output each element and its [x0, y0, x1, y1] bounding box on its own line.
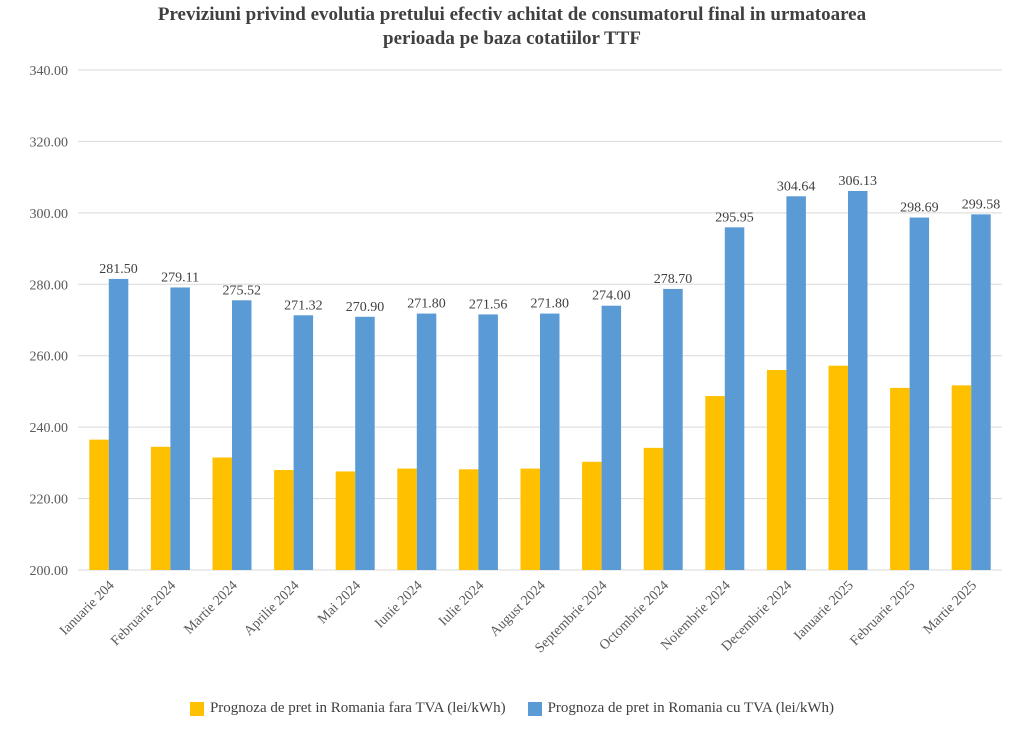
bar-fara-tva	[89, 439, 109, 570]
bar-cu-tva	[416, 313, 437, 570]
data-label: 271.32	[284, 298, 323, 313]
legend-swatch-cu-tva	[527, 701, 542, 716]
data-label: 281.50	[99, 262, 138, 277]
data-label: 306.13	[839, 174, 878, 189]
data-label: 295.95	[715, 210, 754, 225]
legend-item-cu-tva: Prognoza de pret in Romania cu TVA (lei/…	[527, 700, 835, 717]
bar-fara-tva	[828, 365, 848, 570]
x-tick-label: Ianuarie 2025	[792, 578, 857, 643]
y-tick-label: 320.00	[30, 135, 69, 150]
bar-fara-tva	[520, 468, 540, 570]
y-tick-label: 340.00	[30, 64, 69, 79]
x-tick-label: Ianuarie 204	[57, 578, 117, 638]
y-tick-label: 300.00	[30, 207, 69, 222]
y-tick-label: 240.00	[30, 421, 69, 436]
legend-swatch-fara-tva	[189, 701, 204, 716]
bar-fara-tva	[643, 447, 664, 570]
bar-cu-tva	[108, 278, 129, 570]
bar-cu-tva	[601, 305, 622, 570]
y-tick-label: 220.00	[30, 493, 69, 508]
bar-fara-tva	[951, 385, 972, 570]
x-tick-label: Aprilie 2024	[242, 578, 303, 639]
bar-fara-tva	[458, 469, 479, 570]
x-tick-label: Iunie 2024	[372, 578, 425, 631]
data-label: 299.58	[962, 197, 1001, 212]
data-label: 274.00	[592, 289, 631, 304]
data-label: 271.80	[407, 297, 446, 312]
bar-fara-tva	[335, 471, 356, 570]
x-tick-label: August 2024	[487, 578, 548, 639]
x-tick-label: Februarie 2025	[848, 578, 919, 649]
bar-cu-tva	[724, 227, 745, 571]
data-label: 279.11	[161, 270, 199, 285]
y-tick-label: 200.00	[30, 564, 69, 579]
x-tick-label: Martie 2025	[921, 578, 980, 637]
y-tick-label: 260.00	[30, 350, 69, 365]
bar-fara-tva	[766, 370, 787, 570]
bar-cu-tva	[232, 300, 252, 570]
x-tick-label: Iulie 2024	[436, 578, 487, 629]
bar-fara-tva	[582, 461, 602, 570]
y-tick-label: 280.00	[30, 278, 69, 293]
bar-cu-tva	[971, 214, 991, 570]
bar-cu-tva	[909, 217, 930, 571]
bar-cu-tva	[170, 287, 190, 570]
bar-cu-tva	[540, 313, 560, 570]
bar-cu-tva	[848, 190, 868, 570]
bar-fara-tva	[274, 470, 294, 570]
data-label: 278.70	[654, 272, 693, 287]
bar-fara-tva	[890, 387, 910, 570]
data-label: 271.56	[469, 297, 508, 312]
chart-title-line-1: Previziuni privind evolutia pretului efe…	[157, 4, 867, 25]
data-label: 275.52	[223, 283, 262, 298]
bar-fara-tva	[705, 396, 725, 570]
data-label: 298.69	[900, 201, 939, 216]
legend-label-cu-tva: Prognoza de pret in Romania cu TVA (lei/…	[547, 700, 835, 716]
x-tick-label: Februarie 2024	[108, 578, 179, 649]
bar-fara-tva	[150, 446, 171, 570]
bar-fara-tva	[212, 457, 232, 570]
bar-cu-tva	[663, 288, 683, 570]
x-tick-label: Martie 2024	[182, 578, 241, 637]
bar-cu-tva	[478, 314, 498, 570]
bar-cu-tva	[786, 196, 806, 571]
legend-label-fara-tva: Prognoza de pret in Romania fara TVA (le…	[209, 700, 506, 716]
x-tick-label: Mai 2024	[315, 578, 364, 627]
bar-fara-tva	[397, 468, 417, 570]
legend-item-fara-tva: Prognoza de pret in Romania fara TVA (le…	[189, 700, 506, 717]
data-label: 304.64	[777, 179, 816, 194]
legend: Prognoza de pret in Romania fara TVA (le…	[0, 700, 1024, 717]
data-label: 271.80	[531, 297, 570, 312]
bar-cu-tva	[355, 316, 375, 570]
chart-title-line-2: perioada pe baza cotatiilor TTF	[383, 28, 641, 49]
bar-cu-tva	[293, 315, 314, 570]
data-label: 270.90	[346, 300, 385, 315]
